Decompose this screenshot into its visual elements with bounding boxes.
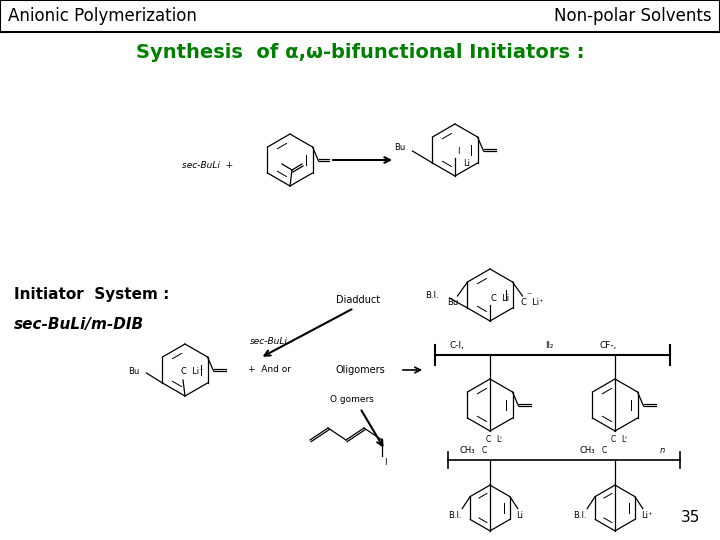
Text: sec-BuLi/m-DIB: sec-BuLi/m-DIB [14, 318, 144, 333]
Text: ⁻: ⁻ [526, 291, 531, 301]
Text: 35: 35 [680, 510, 700, 525]
Text: Diadduct: Diadduct [336, 295, 380, 305]
Text: C: C [602, 446, 607, 455]
Text: Li⁺: Li⁺ [641, 510, 652, 519]
Text: Bu: Bu [395, 143, 406, 152]
Text: n: n [660, 446, 665, 455]
Text: C: C [482, 446, 487, 455]
Text: I: I [457, 147, 459, 156]
Text: Lᴵ: Lᴵ [621, 435, 626, 444]
Text: C  Li⁺: C Li⁺ [521, 298, 543, 307]
Text: CH₃: CH₃ [460, 446, 475, 455]
Text: O gomers: O gomers [330, 395, 374, 404]
Text: II₂: II₂ [545, 341, 553, 350]
Text: I: I [384, 458, 387, 467]
Text: C-I,: C-I, [450, 341, 465, 350]
Text: Lᴵ: Lᴵ [496, 435, 502, 444]
Text: B.I.: B.I. [573, 510, 587, 519]
Text: CH₃: CH₃ [580, 446, 595, 455]
Text: Synthesis  of α,ω-bifunctional Initiators :: Synthesis of α,ω-bifunctional Initiators… [136, 43, 584, 62]
Text: Bu: Bu [128, 367, 140, 375]
Text: B.I.: B.I. [448, 510, 462, 519]
Text: Bu: Bu [448, 298, 459, 307]
Text: Oligomers: Oligomers [336, 365, 386, 375]
Text: sec-BuLi  +: sec-BuLi + [182, 160, 233, 170]
Text: B.I.: B.I. [426, 292, 439, 300]
Text: Li: Li [516, 510, 523, 519]
Text: sec-BuLi: sec-BuLi [250, 338, 288, 347]
Text: Non-polar Solvents: Non-polar Solvents [554, 7, 712, 25]
Text: CF-,: CF-, [600, 341, 617, 350]
Text: C  Li: C Li [491, 294, 509, 303]
Text: C: C [611, 435, 616, 444]
Text: +  And or: + And or [248, 366, 291, 375]
Text: C  Li⁺: C Li⁺ [181, 367, 204, 376]
Text: Anionic Polymerization: Anionic Polymerization [8, 7, 197, 25]
Text: C: C [485, 435, 490, 444]
Text: Initiator  System :: Initiator System : [14, 287, 169, 302]
Text: Li: Li [463, 159, 470, 168]
